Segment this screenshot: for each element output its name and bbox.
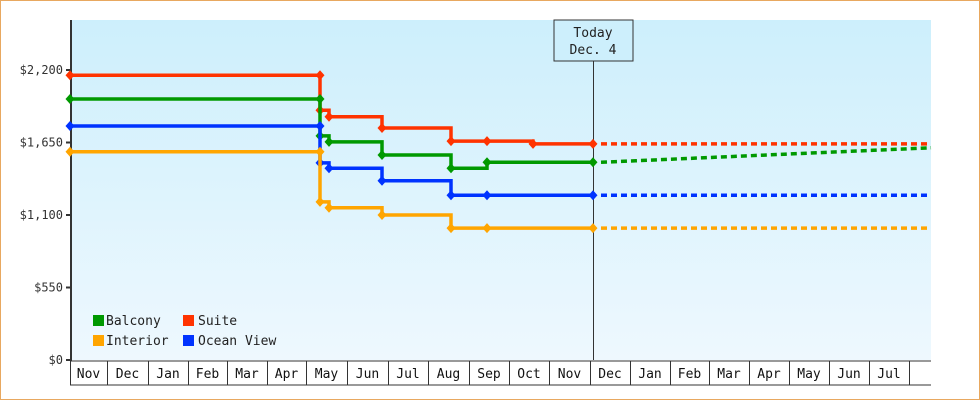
legend-label-ocean-view: Ocean View — [198, 334, 276, 349]
data-point-marker[interactable] — [377, 123, 387, 133]
data-point-marker[interactable] — [588, 190, 598, 201]
month-label: Oct — [517, 367, 540, 382]
month-label: Apr — [757, 367, 781, 382]
today-marker: Today Dec. 4 — [553, 19, 634, 360]
month-label: Dec — [116, 367, 139, 382]
data-point-marker[interactable] — [528, 138, 538, 149]
month-label: May — [315, 367, 339, 382]
month-label: Jul — [396, 367, 419, 382]
legend-label-suite: Suite — [198, 314, 237, 329]
legend-swatch-ocean-view — [183, 335, 194, 346]
plot-area — [72, 20, 931, 360]
month-label: Feb — [196, 367, 220, 382]
data-point-marker[interactable] — [315, 70, 325, 81]
legend-swatch-interior — [93, 335, 104, 346]
today-label-line2: Dec. 4 — [570, 43, 617, 58]
data-point-marker[interactable] — [324, 202, 334, 213]
data-point-marker[interactable] — [377, 175, 387, 186]
legend-item-ocean-view[interactable]: Ocean View — [183, 334, 276, 349]
month-label: Apr — [275, 367, 299, 382]
data-point-marker[interactable] — [65, 121, 75, 132]
data-point-marker[interactable] — [482, 136, 492, 147]
series-interior — [65, 146, 931, 234]
month-label: Nov — [77, 367, 101, 382]
month-label: Nov — [558, 367, 582, 382]
data-point-marker[interactable] — [65, 70, 75, 81]
data-point-marker[interactable] — [446, 163, 456, 174]
data-point-marker[interactable] — [377, 150, 387, 161]
series-layer — [65, 70, 932, 234]
data-point-marker[interactable] — [482, 223, 492, 234]
data-point-marker[interactable] — [315, 196, 325, 207]
month-label: Feb — [678, 367, 702, 382]
y-tick-label: $550 — [34, 281, 63, 295]
data-point-marker[interactable] — [482, 190, 492, 201]
data-point-marker[interactable] — [446, 136, 456, 147]
data-point-marker[interactable] — [315, 146, 325, 157]
data-point-marker[interactable] — [324, 136, 334, 147]
data-point-marker[interactable] — [65, 94, 75, 104]
month-label: May — [797, 367, 821, 382]
y-axis-ticks: $0 $550 $1,100 $1,650 $2,200 — [20, 63, 71, 367]
month-label: Dec — [598, 367, 621, 382]
data-point-marker[interactable] — [324, 163, 334, 174]
data-point-marker[interactable] — [315, 121, 325, 132]
month-axis: Nov Dec Jan Feb Mar Apr May Jun Jul Aug Sep Oct Nov D… — [70, 360, 931, 386]
month-label: Jan — [638, 367, 661, 382]
month-label: Jan — [156, 367, 179, 382]
month-label: Jun — [837, 367, 860, 382]
data-point-marker[interactable] — [588, 223, 598, 234]
month-label: Aug — [437, 367, 460, 382]
data-point-marker[interactable] — [65, 146, 75, 157]
data-point-marker[interactable] — [482, 157, 492, 168]
legend-item-suite[interactable]: Suite — [183, 314, 237, 329]
legend-swatch-suite — [183, 315, 194, 326]
month-label: Sep — [477, 367, 501, 382]
month-label: Jul — [877, 367, 900, 382]
legend-swatch-balcony — [93, 315, 104, 326]
y-tick-label: $0 — [49, 353, 63, 367]
legend-label-interior: Interior — [106, 334, 169, 349]
today-label-line1: Today — [573, 26, 612, 41]
data-point-marker[interactable] — [315, 94, 325, 104]
y-tick-label: $2,200 — [20, 63, 63, 77]
data-point-marker[interactable] — [377, 210, 387, 220]
data-point-marker[interactable] — [588, 157, 598, 168]
y-tick-label: $1,650 — [20, 136, 63, 150]
data-point-marker[interactable] — [446, 223, 456, 234]
legend-item-balcony[interactable]: Balcony — [93, 314, 161, 329]
month-label: Mar — [235, 367, 259, 382]
legend-item-interior[interactable]: Interior — [93, 334, 169, 349]
data-point-marker[interactable] — [446, 190, 456, 201]
data-point-marker[interactable] — [324, 111, 334, 122]
legend-label-balcony: Balcony — [106, 314, 161, 329]
data-point-marker[interactable] — [588, 138, 598, 149]
month-label: Jun — [356, 367, 379, 382]
legend: Balcony Suite Interior Ocean View — [93, 314, 276, 349]
month-label: Mar — [717, 367, 741, 382]
y-tick-label: $1,100 — [20, 208, 63, 222]
